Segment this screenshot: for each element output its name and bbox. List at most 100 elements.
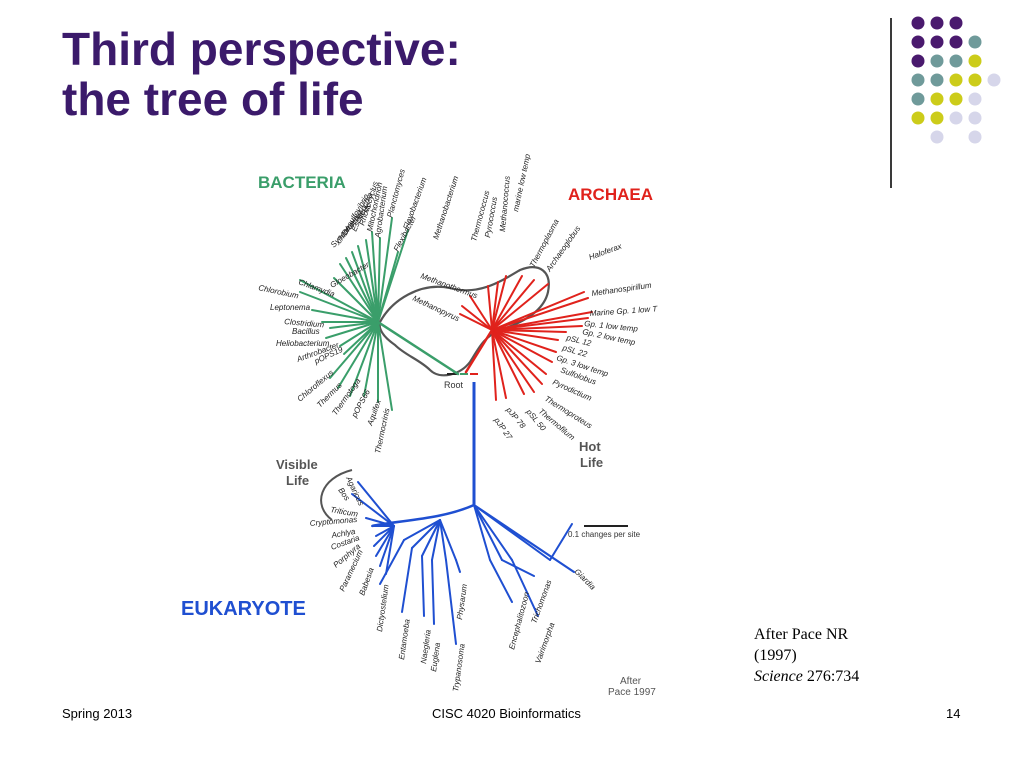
tree-branch [445,559,457,645]
citation-line3: Science 276:734 [754,666,859,687]
taxon-label: Physarum [455,583,469,620]
tree-branch [337,321,379,389]
decorative-dot [968,92,982,106]
decorative-dot [949,92,963,106]
taxon-label: Chlorobium [258,283,300,300]
decorative-dot [968,111,982,125]
tree-branch [491,317,589,331]
tree-branch [491,329,497,401]
citation-journal: Science [754,668,803,685]
giardia-branch [472,503,576,574]
taxon-label: Achlya [330,527,357,540]
tree-branch [351,251,379,323]
taxa-labels: MitochondrionRhodocyclusEscherichiaDesul… [258,153,659,693]
tree-branch [491,325,583,331]
decorative-dot [930,92,944,106]
taxon-label: pJP 27 [492,415,514,442]
taxon-label: Trypanosoma [451,643,467,693]
decorative-dot [968,130,982,144]
eukaryote-domain-label: EUKARYOTE [181,598,306,620]
tree-branch [461,305,493,331]
tree-branch [491,329,557,353]
tree-branch [377,229,409,323]
tree-branch [491,329,553,363]
citation: After Pace NR (1997) Science 276:734 [754,624,859,687]
tree-branch [469,295,493,331]
taxon-label: Babesia [357,566,376,597]
decorative-dot [930,16,944,30]
tree-branch [473,504,503,561]
tree-branch [511,559,539,617]
taxon-label: Haloferax [588,241,624,262]
tree-branch [491,329,535,393]
taxon-label: Methanopyrus [411,294,461,324]
decorative-dot [930,54,944,68]
tree-branch [491,329,543,385]
tree-branch [325,321,379,339]
tree-branch [491,275,507,331]
dot-grid-graphic [911,16,1001,144]
tree-branch [491,291,585,331]
taxon-label: Giardia [573,567,598,592]
tree-branch [377,321,393,411]
decorative-dot [911,54,925,68]
tree-branch [421,555,425,617]
tree-branch [311,309,379,323]
taxon-label: Clostridium [284,317,325,329]
taxon-label: Marine Gp. 1 low T [590,304,659,318]
decorative-dot [911,35,925,49]
tree-branch [459,313,493,331]
slide-title-line1: Third perspective: [62,23,461,75]
visible-life-label-line2: Life [286,473,309,488]
hot-life-label-line1: Hot [579,439,601,454]
taxon-label: Methanobacterium [431,175,460,241]
decorative-dot [930,35,944,49]
tree-branch [491,279,535,331]
archaea-domain-label: ARCHAEA [568,185,653,204]
citation-line2: (1997) [754,647,797,664]
tree-branch [491,329,567,333]
tree-branch [333,277,379,323]
taxon-label: Bacillus [292,327,320,336]
tree-branch [491,275,523,331]
decorative-dot [949,111,963,125]
visible-life-label-line1: Visible [276,457,318,472]
taxon-label: Euglena [429,641,442,672]
decorative-dot [968,73,982,87]
decorative-dot [987,73,1001,87]
tree-branch [363,321,379,397]
tree-branch [473,504,491,561]
decorative-dot-grid [0,0,1024,200]
tree-branch [377,237,381,323]
tree-branch [489,559,513,603]
hot-life-label-line2: Life [580,455,603,470]
tree-branch [357,481,395,527]
tree-branch [371,231,379,323]
tree-branch [431,519,441,561]
decorative-dot [911,92,925,106]
tree-of-life-diagram: BACTERIA ARCHAEA Visible Life Hot Life R… [258,153,659,698]
decorative-dot [968,54,982,68]
bacteria-stem [376,320,460,376]
tree-branch [401,547,413,613]
tree-branch [357,245,379,323]
decorative-dot [968,35,982,49]
tree-branches [299,217,593,645]
tree-branch [491,329,525,395]
tree-branch [491,329,559,341]
taxon-label: Planctomyces [385,168,407,218]
citation-volume: 276:734 [806,668,860,685]
tree-branch [349,321,379,397]
tree-branch [299,279,379,323]
decorative-dot [949,54,963,68]
tree-branch [421,519,441,557]
taxon-label: Cryptomonas [309,515,357,528]
tree-branch [473,504,513,561]
tree-branch [377,217,393,323]
tree-branch [491,329,507,399]
tree-branch [365,239,379,323]
footer-course: CISC 4020 Bioinformatics [432,706,581,721]
taxon-label: Methanothermus [419,271,478,300]
taxon-label: Methanococcus [498,176,512,233]
tree-branch [385,525,395,575]
